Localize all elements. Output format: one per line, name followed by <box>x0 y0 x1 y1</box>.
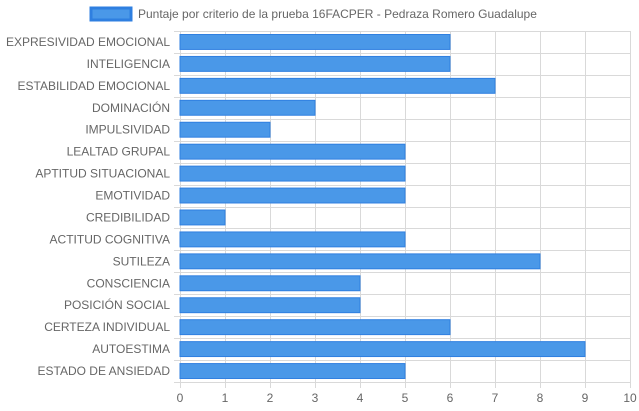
x-tick-label: 5 <box>402 391 409 405</box>
x-tick-label: 10 <box>623 391 637 405</box>
bar[interactable] <box>179 165 406 182</box>
category-label: EMOTIVIDAD <box>95 189 170 203</box>
category-labels: EXPRESIVIDAD EMOCIONAL INTELIGENCIA ESTABI… <box>6 35 170 378</box>
bar[interactable] <box>179 187 406 204</box>
category-label: ESTADO DE ANSIEDAD <box>38 364 171 378</box>
bar[interactable] <box>179 363 406 379</box>
category-label: CONSCIENCIA <box>87 276 170 290</box>
category-label: IMPULSIVIDAD <box>85 123 170 137</box>
bar[interactable] <box>179 99 316 116</box>
category-label: ACTITUD COGNITIVA <box>50 232 170 246</box>
category-label: AUTOESTIMA <box>92 342 170 356</box>
bar[interactable] <box>179 297 361 314</box>
x-tick-label: 8 <box>537 391 544 405</box>
legend-swatch <box>89 6 133 22</box>
bar[interactable] <box>179 209 226 226</box>
bar[interactable] <box>179 77 496 94</box>
bar[interactable] <box>179 34 451 50</box>
x-tick-label: 2 <box>267 391 274 405</box>
category-label: APTITUD SITUACIONAL <box>35 167 170 181</box>
x-tick-label: 0 <box>177 391 184 405</box>
legend[interactable]: Puntaje por criterio de la prueba 16FACP… <box>89 6 537 22</box>
category-label: CREDIBILIDAD <box>86 210 170 224</box>
x-tick-label: 6 <box>447 391 454 405</box>
bar[interactable] <box>179 121 271 138</box>
legend-label: Puntaje por criterio de la prueba 16FACP… <box>138 7 537 21</box>
x-axis-tick-labels: 0 1 2 3 4 5 6 7 8 9 10 <box>177 391 637 405</box>
category-label: CERTEZA INDIVIDUAL <box>44 320 170 334</box>
bar[interactable] <box>179 143 406 160</box>
bar[interactable] <box>179 55 451 72</box>
bar[interactable] <box>179 253 541 270</box>
x-tick-label: 7 <box>492 391 499 405</box>
category-label: POSICIÓN SOCIAL <box>64 297 170 312</box>
bar[interactable] <box>179 275 361 292</box>
category-label: INTELIGENCIA <box>87 57 170 71</box>
x-tick-label: 9 <box>582 391 589 405</box>
x-tick-label: 1 <box>222 391 229 405</box>
category-label: SUTILEZA <box>113 254 170 268</box>
x-tick-label: 3 <box>312 391 319 405</box>
bar[interactable] <box>179 341 586 358</box>
category-label: DOMINACIÓN <box>92 100 170 115</box>
category-label: EXPRESIVIDAD EMOCIONAL <box>6 35 170 49</box>
category-label: ESTABILIDAD EMOCIONAL <box>18 79 171 93</box>
bars <box>179 34 586 379</box>
bar[interactable] <box>179 319 451 336</box>
x-tick-label: 4 <box>357 391 364 405</box>
category-label: LEALTAD GRUPAL <box>67 145 171 159</box>
bar[interactable] <box>179 231 406 248</box>
